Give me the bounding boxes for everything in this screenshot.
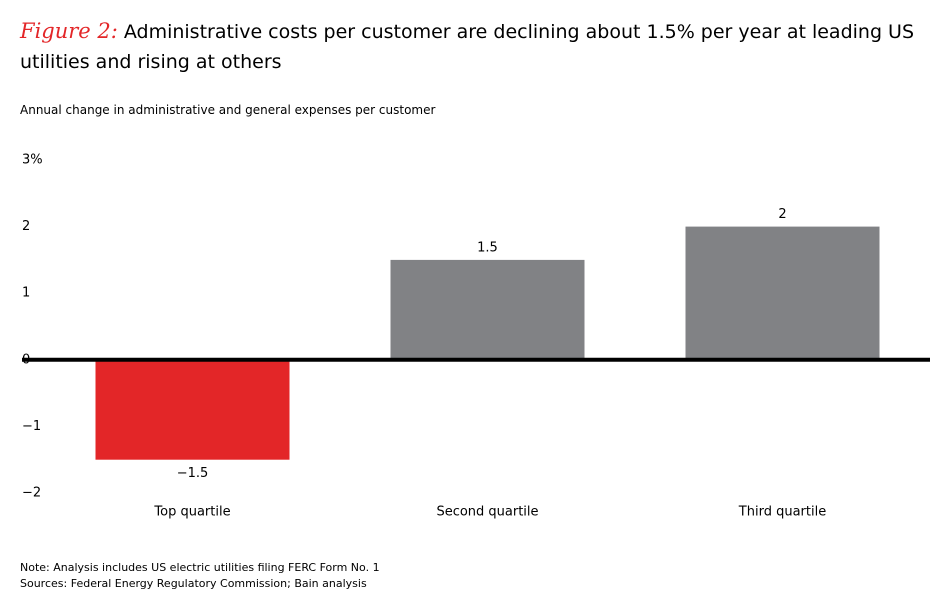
title: Figure 2: Administrative costs per custom…	[20, 16, 940, 77]
bar	[95, 359, 290, 460]
bar	[685, 226, 880, 360]
y-tick-label: −2	[22, 486, 41, 501]
y-tick-label: −1	[22, 419, 41, 434]
title-text: Administrative costs per customer are de…	[20, 21, 915, 73]
x-tick-label: Third quartile	[738, 505, 826, 520]
bar	[390, 259, 585, 360]
value-label: 1.5	[477, 240, 498, 255]
value-label: −1.5	[177, 466, 209, 481]
y-tick-label: 2	[22, 219, 30, 234]
note: Note: Analysis includes US electric util…	[20, 561, 380, 574]
x-tick-label: Second quartile	[436, 505, 538, 520]
y-tick-label: 1	[22, 286, 30, 301]
subtitle: Annual change in administrative and gene…	[20, 103, 436, 117]
y-tick-label: 3%	[22, 153, 43, 168]
figure-label: Figure 2:	[20, 19, 118, 43]
x-tick-label: Top quartile	[153, 505, 230, 520]
sources: Sources: Federal Energy Regulatory Commi…	[20, 577, 367, 590]
value-label: 2	[778, 207, 786, 222]
